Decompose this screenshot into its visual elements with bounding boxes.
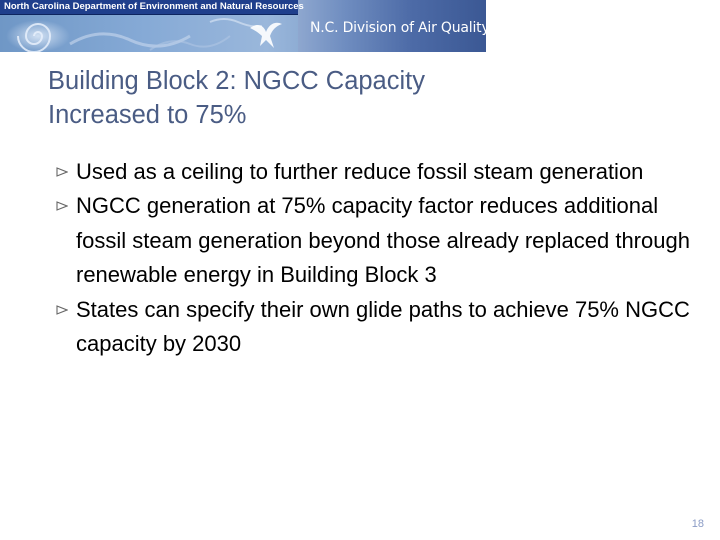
- bullet-item: NGCC generation at 75% capacity factor r…: [50, 189, 700, 292]
- agency-bar: North Carolina Department of Environment…: [0, 0, 304, 15]
- slide-title: Building Block 2: NGCC Capacity Increase…: [48, 64, 668, 132]
- slide-title-line-1: Building Block 2: NGCC Capacity: [48, 67, 425, 95]
- hollow-triangle-bullet-icon: [56, 189, 76, 223]
- division-label: N.C. Division of Air Quality: [310, 20, 486, 36]
- slide-number: 18: [691, 518, 704, 530]
- header-banner: North Carolina Department of Environment…: [0, 0, 486, 52]
- bullet-text: NGCC generation at 75% capacity factor r…: [76, 193, 690, 288]
- slide-title-line-2: Increased to 75%: [48, 101, 247, 129]
- swirl-ornament-icon: [6, 18, 263, 52]
- bullet-item: States can specify their own glide paths…: [50, 293, 700, 362]
- bird-silhouette-icon: [250, 22, 282, 48]
- hollow-triangle-bullet-icon: [56, 293, 76, 327]
- bullet-text: States can specify their own glide paths…: [76, 296, 690, 357]
- hollow-triangle-bullet-icon: [56, 155, 76, 189]
- banner-right-panel: [298, 0, 486, 52]
- agency-label: North Carolina Department of Environment…: [4, 1, 304, 12]
- bullet-text: Used as a ceiling to further reduce foss…: [76, 159, 644, 184]
- bullet-list: Used as a ceiling to further reduce foss…: [50, 155, 700, 361]
- bullet-item: Used as a ceiling to further reduce foss…: [50, 155, 700, 189]
